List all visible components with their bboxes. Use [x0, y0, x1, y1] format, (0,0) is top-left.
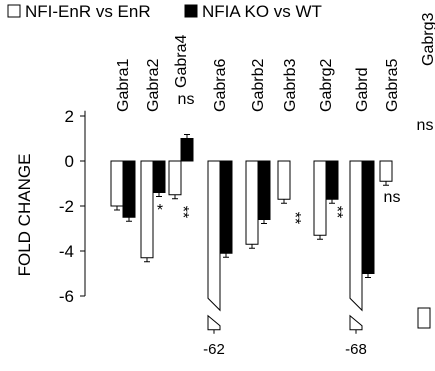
bar — [325, 160, 339, 200]
y-axis-label: FOLD CHANGE — [15, 154, 34, 277]
significance-label: ns — [178, 91, 195, 108]
x-category-label: Gabra4 — [173, 35, 190, 88]
x-category-label: Gabra1 — [115, 59, 132, 112]
legend-swatch — [7, 4, 21, 18]
x-category-label: Gabra5 — [384, 59, 401, 112]
bar — [257, 160, 271, 220]
value-label: -62 — [203, 341, 225, 358]
bar — [110, 160, 124, 207]
bar — [313, 160, 327, 236]
legend-label: NFIA KO vs WT — [202, 2, 322, 21]
significance-label: ** — [286, 212, 303, 224]
significance-label: * — [157, 202, 163, 219]
bar — [277, 160, 291, 200]
significance-label: ns — [384, 189, 401, 206]
x-category-label: Gabrb2 — [250, 59, 267, 112]
x-category-label: Gabrg2 — [318, 59, 335, 112]
significance-label: ** — [174, 206, 191, 218]
bar — [140, 160, 154, 259]
x-category-label: Gabrg3 — [420, 13, 435, 66]
bar — [122, 160, 136, 218]
y-tick-label: 2 — [65, 107, 74, 126]
value-label: -68 — [345, 341, 367, 358]
bar — [168, 160, 182, 196]
bar — [379, 160, 393, 182]
significance-label: ** — [328, 206, 345, 218]
x-category-label: Gabrb3 — [282, 59, 299, 112]
x-category-label: Gabrd — [354, 68, 371, 112]
bar — [152, 160, 166, 193]
bar — [361, 160, 375, 274]
y-tick-label: -6 — [59, 287, 74, 306]
bar — [349, 160, 363, 331]
legend-swatch-fragment — [417, 307, 431, 329]
bar — [219, 160, 233, 254]
y-tick-label: 0 — [65, 152, 74, 171]
y-tick-label: -2 — [59, 197, 74, 216]
legend-swatch — [184, 4, 198, 18]
bar — [245, 160, 259, 245]
significance-label: ns — [417, 117, 434, 134]
legend-label: NFI-EnR vs EnR — [25, 2, 151, 21]
bar — [207, 160, 221, 331]
bar — [180, 138, 194, 162]
x-category-label: Gabra2 — [145, 59, 162, 112]
y-tick-label: -4 — [59, 242, 74, 261]
x-category-label: Gabra6 — [212, 59, 229, 112]
